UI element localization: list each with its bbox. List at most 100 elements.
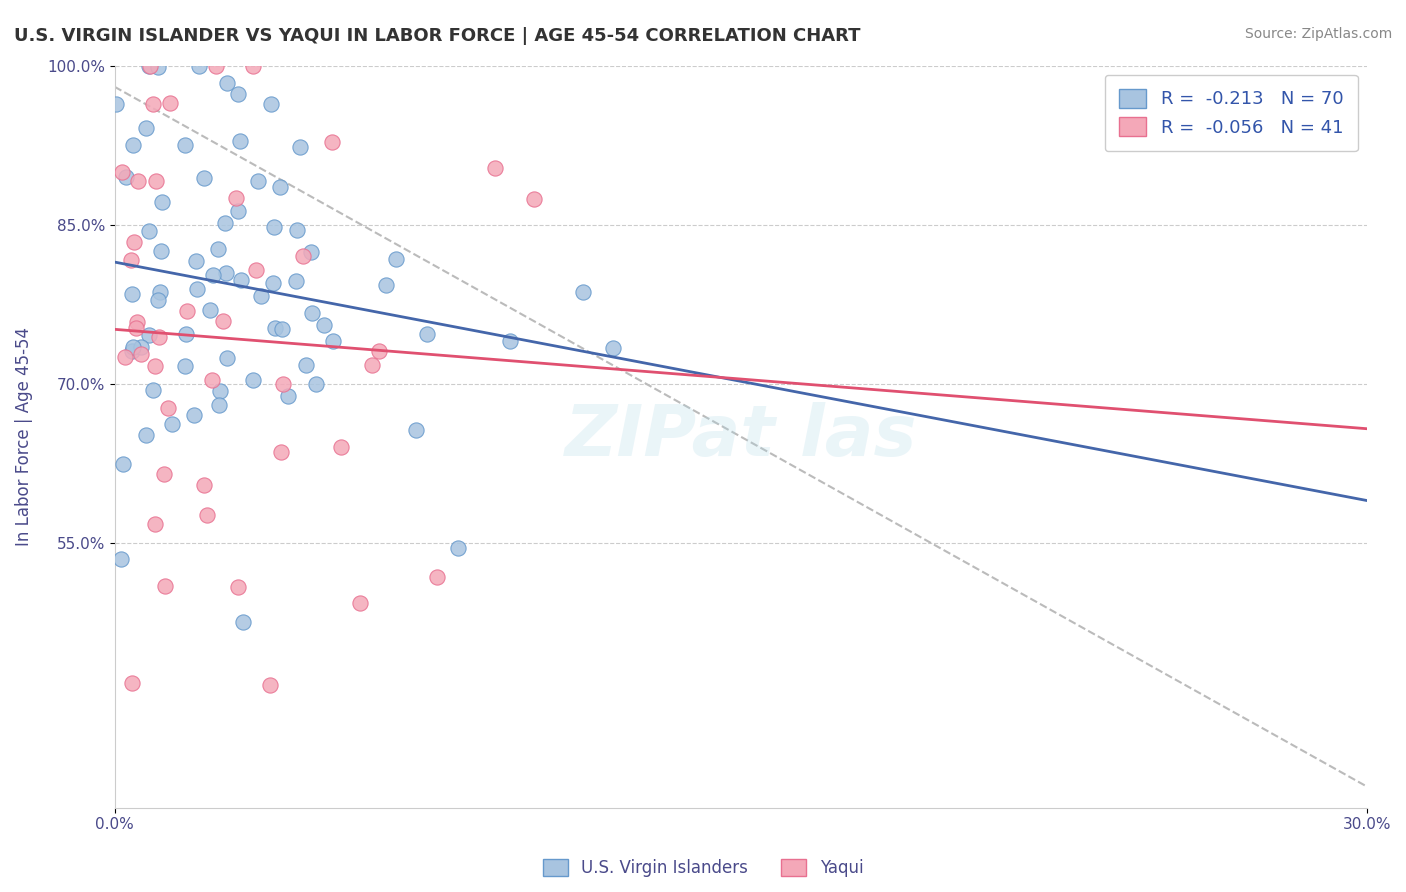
Point (329, 440, 352, 454)
Point (145, 516, 167, 531)
Point (145, 174, 167, 188)
Point (129, 340, 152, 354)
Point (367, 344, 389, 359)
Point (242, 59, 264, 73)
Point (195, 508, 218, 522)
Point (153, 579, 176, 593)
Point (215, 351, 238, 365)
Point (299, 244, 322, 259)
Text: U.S. VIRGIN ISLANDER VS YAQUI IN LABOR FORCE | AGE 45-54 CORRELATION CHART: U.S. VIRGIN ISLANDER VS YAQUI IN LABOR F… (14, 27, 860, 45)
Point (361, 358, 384, 372)
Point (263, 219, 285, 234)
Point (173, 359, 195, 374)
Point (153, 467, 176, 481)
Point (138, 328, 160, 343)
Point (114, 350, 136, 364)
Point (349, 597, 371, 611)
Point (149, 244, 172, 259)
Point (110, 552, 132, 566)
Point (572, 285, 595, 299)
Text: ZIPat las: ZIPat las (564, 402, 917, 471)
Point (405, 423, 427, 437)
Point (183, 408, 205, 422)
Y-axis label: In Labor Force | Age 45-54: In Labor Force | Age 45-54 (15, 327, 32, 546)
Point (416, 326, 439, 341)
Point (193, 478, 215, 492)
Point (122, 137, 145, 152)
Point (263, 321, 285, 335)
Point (135, 121, 157, 136)
Point (124, 235, 146, 249)
Point (156, 401, 179, 415)
Point (142, 384, 165, 398)
Point (214, 266, 236, 280)
Point (184, 254, 207, 268)
Point (121, 343, 143, 358)
Point (226, 204, 249, 219)
Point (205, 59, 228, 73)
Point (225, 191, 247, 205)
Point (262, 277, 284, 291)
Point (260, 97, 283, 112)
Point (288, 140, 311, 154)
Point (202, 268, 225, 282)
Point (214, 215, 236, 229)
Point (162, 417, 184, 431)
Point (200, 302, 222, 317)
Point (143, 359, 166, 373)
Legend: U.S. Virgin Islanders, Yaqui: U.S. Virgin Islanders, Yaqui (536, 852, 870, 884)
Point (201, 373, 224, 387)
Point (135, 428, 157, 442)
Legend: R =  -0.213   N = 70, R =  -0.056   N = 41: R = -0.213 N = 70, R = -0.056 N = 41 (1105, 75, 1358, 152)
Point (270, 444, 292, 458)
Text: Source: ZipAtlas.com: Source: ZipAtlas.com (1244, 27, 1392, 41)
Point (499, 334, 522, 348)
Point (447, 541, 470, 555)
Point (285, 275, 308, 289)
Point (215, 76, 238, 90)
Point (142, 97, 165, 112)
Point (122, 340, 145, 354)
Point (121, 287, 143, 301)
Point (245, 263, 267, 277)
Point (207, 242, 229, 256)
Point (125, 316, 148, 330)
Point (305, 377, 328, 392)
Point (186, 282, 208, 296)
Point (231, 273, 253, 287)
Point (111, 165, 134, 179)
Point (375, 277, 398, 292)
Point (259, 678, 281, 692)
Point (484, 161, 506, 176)
Point (271, 377, 294, 392)
Point (277, 389, 299, 403)
Point (193, 170, 215, 185)
Point (426, 570, 449, 584)
Point (150, 195, 173, 210)
Point (148, 293, 170, 307)
Point (159, 95, 181, 110)
Point (229, 134, 252, 148)
Point (294, 358, 316, 372)
Point (176, 304, 198, 318)
Point (174, 327, 197, 342)
Point (173, 137, 195, 152)
Point (270, 321, 292, 335)
Point (146, 61, 169, 75)
Point (138, 59, 160, 73)
Point (226, 87, 249, 102)
Point (131, 347, 153, 361)
Point (250, 289, 273, 303)
Point (148, 285, 170, 299)
Point (125, 321, 148, 335)
Point (105, 96, 128, 111)
Point (187, 59, 209, 73)
Point (208, 384, 231, 398)
Point (322, 334, 344, 349)
Point (292, 249, 315, 263)
Point (212, 314, 235, 328)
Point (148, 330, 170, 344)
Point (321, 135, 343, 149)
Point (232, 615, 254, 630)
Point (301, 305, 323, 319)
